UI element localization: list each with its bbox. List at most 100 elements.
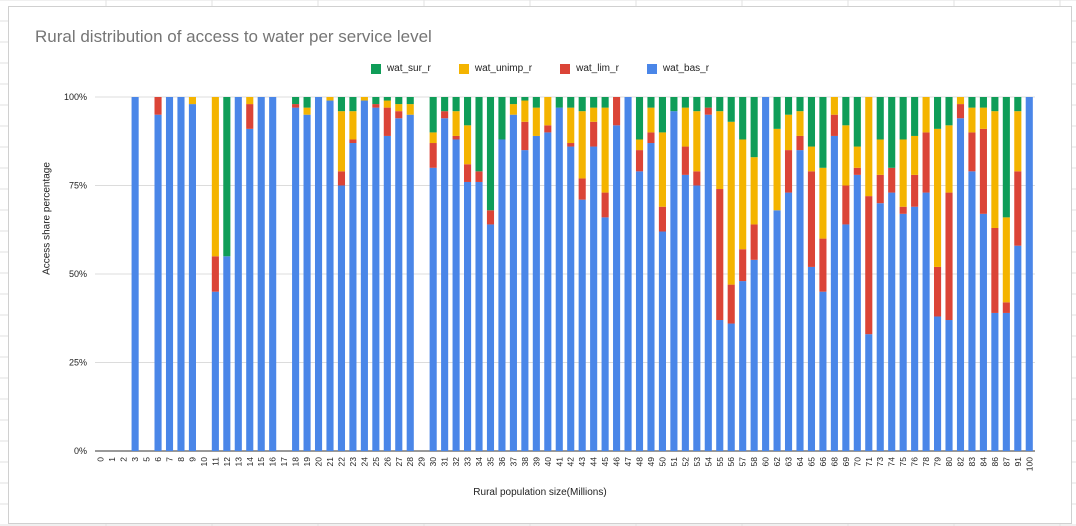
bar-segment-wat-bas-r[interactable]	[509, 114, 517, 451]
bar-segment-wat-unimp-r[interactable]	[349, 111, 357, 140]
bar-segment-wat-lim-r[interactable]	[211, 256, 219, 292]
bar-segment-wat-unimp-r[interactable]	[1002, 217, 1010, 303]
bar-segment-wat-unimp-r[interactable]	[842, 125, 850, 186]
bar-segment-wat-bas-r[interactable]	[750, 259, 758, 451]
bar-segment-wat-bas-r[interactable]	[1002, 312, 1010, 451]
bar-segment-wat-bas-r[interactable]	[956, 118, 965, 452]
bar-segment-wat-bas-r[interactable]	[945, 320, 953, 451]
bar-segment-wat-lim-r[interactable]	[842, 185, 850, 225]
bar-segment-wat-bas-r[interactable]	[968, 171, 976, 451]
bar-segment-wat-sur-r[interactable]	[739, 97, 747, 140]
bar-segment-wat-bas-r[interactable]	[979, 213, 987, 451]
bar-segment-wat-sur-r[interactable]	[968, 97, 976, 108]
bar-segment-wat-lim-r[interactable]	[830, 114, 838, 136]
bar-segment-wat-bas-r[interactable]	[624, 97, 632, 451]
bar-segment-wat-sur-r[interactable]	[979, 97, 987, 108]
bar-segment-wat-sur-r[interactable]	[658, 97, 666, 133]
bar-segment-wat-sur-r[interactable]	[635, 97, 644, 140]
bar-segment-wat-unimp-r[interactable]	[945, 125, 953, 193]
bar-segment-wat-unimp-r[interactable]	[796, 111, 804, 136]
bar-segment-wat-sur-r[interactable]	[773, 97, 781, 129]
bar-segment-wat-sur-r[interactable]	[486, 97, 495, 211]
bar-segment-wat-sur-r[interactable]	[395, 97, 403, 105]
bar-segment-wat-unimp-r[interactable]	[509, 104, 517, 115]
chart-card[interactable]: Rural distribution of access to water pe…	[8, 6, 1072, 524]
bar-segment-wat-sur-r[interactable]	[945, 97, 953, 126]
bar-segment-wat-bas-r[interactable]	[441, 118, 449, 452]
bar-segment-wat-bas-r[interactable]	[658, 231, 666, 451]
bar-segment-wat-lim-r[interactable]	[590, 121, 598, 147]
bar-segment-wat-sur-r[interactable]	[441, 97, 449, 112]
bar-segment-wat-bas-r[interactable]	[337, 185, 346, 452]
bar-segment-wat-unimp-r[interactable]	[452, 111, 460, 136]
bar-segment-wat-unimp-r[interactable]	[876, 139, 884, 175]
bar-segment-wat-sur-r[interactable]	[693, 97, 701, 112]
bar-segment-wat-bas-r[interactable]	[807, 266, 816, 451]
bar-segment-wat-sur-r[interactable]	[383, 97, 391, 101]
bar-segment-wat-bas-r[interactable]	[486, 224, 495, 451]
bar-segment-wat-lim-r[interactable]	[647, 132, 655, 144]
bar-segment-wat-bas-r[interactable]	[635, 171, 644, 451]
bar-segment-wat-lim-r[interactable]	[544, 125, 552, 133]
bar-segment-wat-lim-r[interactable]	[739, 249, 747, 282]
bar-segment-wat-bas-r[interactable]	[211, 291, 219, 451]
bar-segment-wat-bas-r[interactable]	[670, 111, 678, 451]
bar-segment-wat-sur-r[interactable]	[727, 97, 735, 122]
legend-item-wat-lim-r[interactable]: wat_lim_r	[560, 63, 619, 74]
bar-segment-wat-unimp-r[interactable]	[590, 107, 598, 122]
bar-segment-wat-lim-r[interactable]	[968, 132, 976, 172]
bar-segment-wat-lim-r[interactable]	[922, 132, 930, 193]
bar-segment-wat-unimp-r[interactable]	[303, 107, 311, 115]
bar-segment-wat-bas-r[interactable]	[681, 174, 689, 451]
bar-segment-wat-bas-r[interactable]	[578, 199, 586, 451]
bar-segment-wat-lim-r[interactable]	[899, 206, 907, 214]
bar-segment-wat-bas-r[interactable]	[773, 210, 781, 451]
bar-segment-wat-sur-r[interactable]	[853, 97, 861, 147]
bar-segment-wat-bas-r[interactable]	[991, 312, 999, 451]
bar-segment-wat-bas-r[interactable]	[269, 97, 277, 451]
bar-segment-wat-lim-r[interactable]	[429, 143, 437, 168]
bar-segment-wat-sur-r[interactable]	[796, 97, 804, 112]
bar-segment-wat-lim-r[interactable]	[372, 104, 380, 108]
bar-segment-wat-unimp-r[interactable]	[899, 139, 907, 207]
bar-segment-wat-unimp-r[interactable]	[429, 132, 437, 144]
bar-segment-wat-lim-r[interactable]	[819, 238, 827, 292]
bar-segment-wat-bas-r[interactable]	[716, 320, 724, 451]
bar-segment-wat-lim-r[interactable]	[452, 135, 460, 140]
bar-segment-wat-sur-r[interactable]	[475, 97, 483, 172]
bar-segment-wat-unimp-r[interactable]	[567, 107, 575, 144]
bar-segment-wat-lim-r[interactable]	[1014, 171, 1022, 246]
bar-segment-wat-bas-r[interactable]	[727, 323, 735, 451]
bar-segment-wat-bas-r[interactable]	[475, 181, 483, 451]
bar-segment-wat-bas-r[interactable]	[349, 143, 357, 451]
bar-segment-wat-sur-r[interactable]	[670, 97, 678, 112]
bar-segment-wat-sur-r[interactable]	[555, 97, 563, 108]
bar-segment-wat-sur-r[interactable]	[934, 97, 942, 129]
bar-segment-wat-sur-r[interactable]	[498, 97, 506, 140]
bar-segment-wat-lim-r[interactable]	[704, 107, 712, 115]
bar-segment-wat-bas-r[interactable]	[567, 146, 575, 451]
bar-segment-wat-lim-r[interactable]	[441, 111, 449, 119]
bar-segment-wat-sur-r[interactable]	[704, 97, 712, 108]
bar-segment-wat-lim-r[interactable]	[750, 224, 758, 260]
bar-segment-wat-bas-r[interactable]	[590, 146, 598, 451]
bar-segment-wat-unimp-r[interactable]	[635, 139, 644, 151]
bar-segment-wat-lim-r[interactable]	[154, 97, 162, 115]
bar-segment-wat-unimp-r[interactable]	[1014, 111, 1022, 172]
bar-segment-wat-lim-r[interactable]	[979, 128, 987, 214]
bar-segment-wat-sur-r[interactable]	[349, 97, 357, 112]
bar-segment-wat-bas-r[interactable]	[784, 192, 793, 451]
bar-segment-wat-unimp-r[interactable]	[383, 100, 391, 108]
bar-segment-wat-lim-r[interactable]	[991, 227, 999, 313]
bar-segment-wat-bas-r[interactable]	[934, 316, 942, 451]
bar-segment-wat-sur-r[interactable]	[601, 97, 609, 108]
bar-segment-wat-bas-r[interactable]	[876, 203, 884, 451]
bar-segment-wat-unimp-r[interactable]	[658, 132, 666, 207]
bar-segment-wat-sur-r[interactable]	[647, 97, 655, 108]
bar-segment-wat-lim-r[interactable]	[681, 146, 689, 175]
bar-segment-wat-bas-r[interactable]	[257, 97, 265, 451]
bar-segment-wat-bas-r[interactable]	[395, 118, 403, 452]
bar-segment-wat-lim-r[interactable]	[613, 97, 621, 126]
bar-segment-wat-sur-r[interactable]	[521, 97, 529, 101]
bar-segment-wat-bas-r[interactable]	[223, 256, 231, 451]
